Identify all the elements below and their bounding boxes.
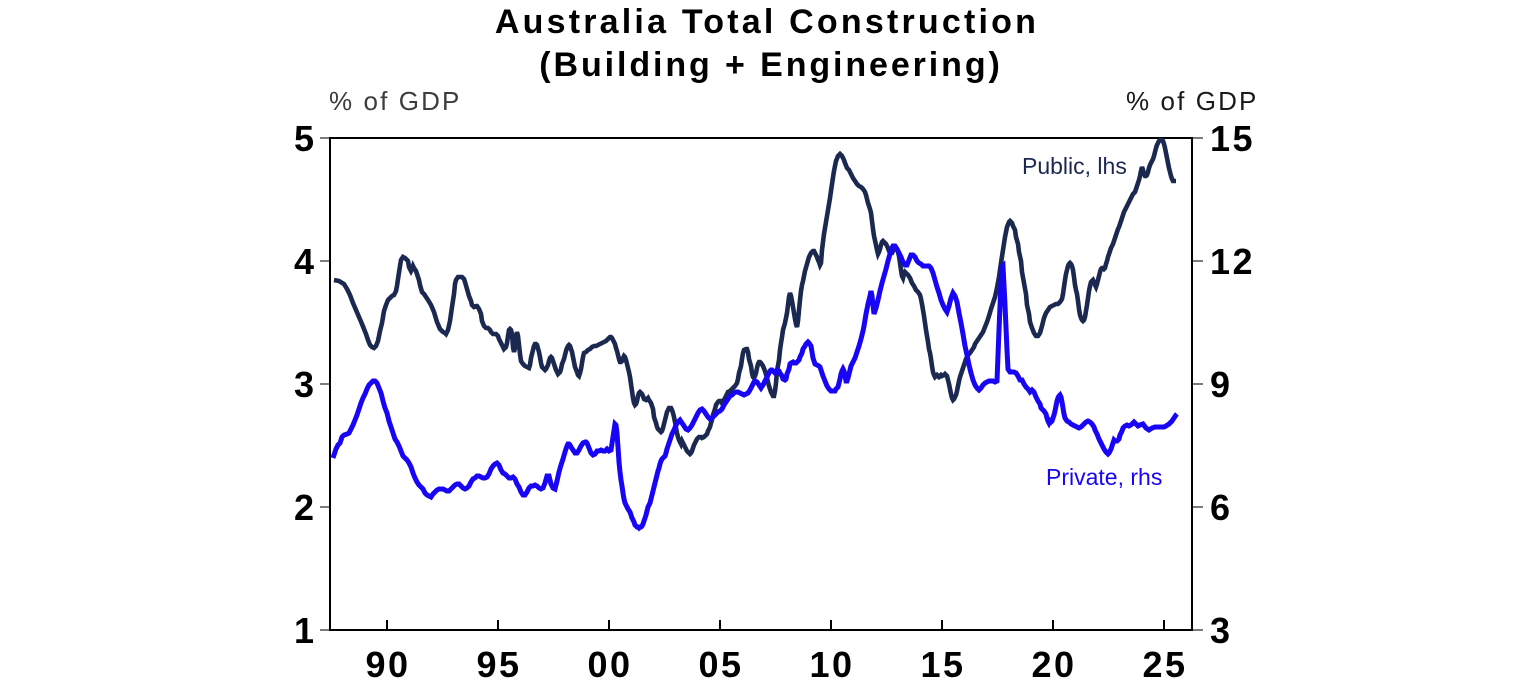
svg-text:95: 95 <box>476 644 521 680</box>
svg-text:2: 2 <box>294 487 314 528</box>
svg-text:Private, rhs: Private, rhs <box>1046 464 1162 490</box>
svg-text:4: 4 <box>294 241 314 282</box>
svg-text:3: 3 <box>294 364 314 405</box>
svg-text:15: 15 <box>920 644 965 680</box>
svg-text:% of GDP: % of GDP <box>329 86 461 116</box>
svg-text:6: 6 <box>1210 487 1233 528</box>
svg-text:12: 12 <box>1210 241 1255 282</box>
svg-text:% of GDP: % of GDP <box>1126 86 1258 116</box>
svg-text:(Building + Engineering): (Building + Engineering) <box>539 46 1002 84</box>
svg-text:25: 25 <box>1142 644 1187 680</box>
svg-text:9: 9 <box>1210 364 1233 405</box>
svg-text:90: 90 <box>365 644 410 680</box>
svg-text:05: 05 <box>698 644 743 680</box>
svg-text:20: 20 <box>1031 644 1076 680</box>
svg-text:00: 00 <box>587 644 632 680</box>
svg-text:5: 5 <box>294 118 314 159</box>
svg-text:Australia Total Construction: Australia Total Construction <box>495 3 1039 41</box>
svg-text:15: 15 <box>1210 118 1255 159</box>
svg-text:10: 10 <box>809 644 854 680</box>
svg-text:1: 1 <box>294 610 314 651</box>
svg-text:3: 3 <box>1210 610 1233 651</box>
svg-text:Public, lhs: Public, lhs <box>1022 153 1127 179</box>
